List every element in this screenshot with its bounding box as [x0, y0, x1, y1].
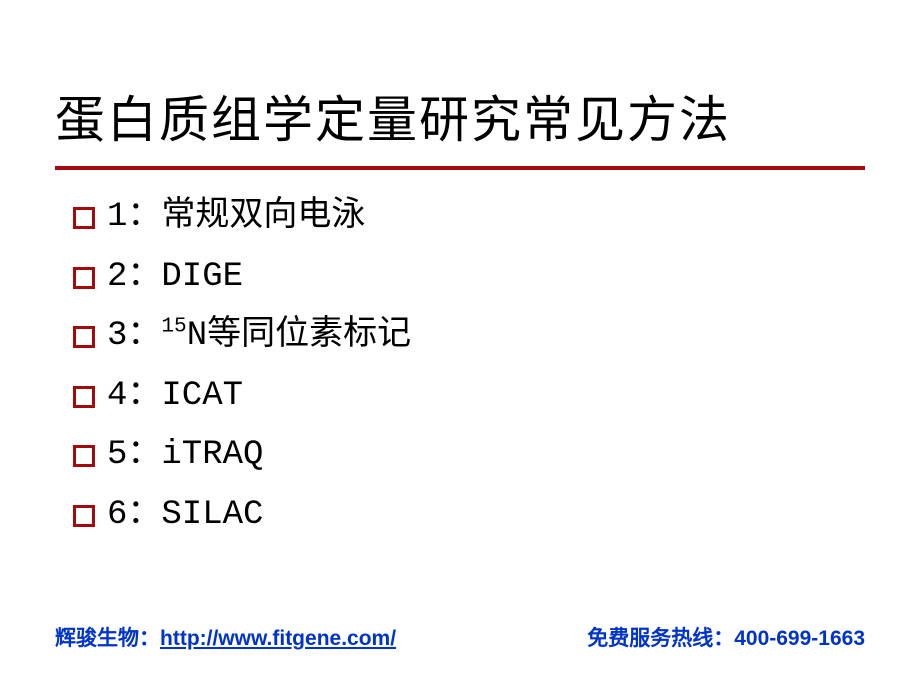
slide-title: 蛋白质组学定量研究常见方法 — [55, 80, 865, 160]
title-underline — [55, 166, 865, 170]
list-item: 2：DIGE — [73, 248, 865, 308]
org-label: 辉骏生物： — [55, 622, 160, 652]
hotline-label: 免费服务热线： — [587, 622, 734, 652]
list-item-label: 5：iTRAQ — [107, 426, 263, 486]
footer: 辉骏生物： http://www.fitgene.com/ 免费服务热线： 40… — [55, 622, 865, 652]
methods-list: 1：常规双向电泳 2：DIGE 3：15N等同位素标记 4：ICAT 5：iTR… — [55, 188, 865, 545]
square-bullet-icon — [73, 207, 95, 229]
list-item: 5：iTRAQ — [73, 426, 865, 486]
list-item-label: 1：常规双向电泳 — [107, 188, 365, 248]
footer-right: 免费服务热线： 400-699-1663 — [587, 622, 865, 652]
list-item-label: 6：SILAC — [107, 486, 263, 546]
website-link[interactable]: http://www.fitgene.com/ — [160, 627, 396, 651]
slide: 蛋白质组学定量研究常见方法 1：常规双向电泳 2：DIGE 3：15N等同位素标… — [0, 0, 920, 690]
list-item-label: 2：DIGE — [107, 248, 243, 308]
hotline-phone: 400-699-1663 — [734, 627, 865, 651]
square-bullet-icon — [73, 326, 95, 348]
square-bullet-icon — [73, 445, 95, 467]
list-item-label: 4：ICAT — [107, 367, 243, 427]
square-bullet-icon — [73, 505, 95, 527]
list-item: 6：SILAC — [73, 486, 865, 546]
list-item-label: 3：15N等同位素标记 — [107, 307, 411, 367]
list-item: 4：ICAT — [73, 367, 865, 427]
square-bullet-icon — [73, 386, 95, 408]
footer-left: 辉骏生物： http://www.fitgene.com/ — [55, 622, 396, 652]
square-bullet-icon — [73, 267, 95, 289]
list-item: 3：15N等同位素标记 — [73, 307, 865, 367]
list-item: 1：常规双向电泳 — [73, 188, 865, 248]
